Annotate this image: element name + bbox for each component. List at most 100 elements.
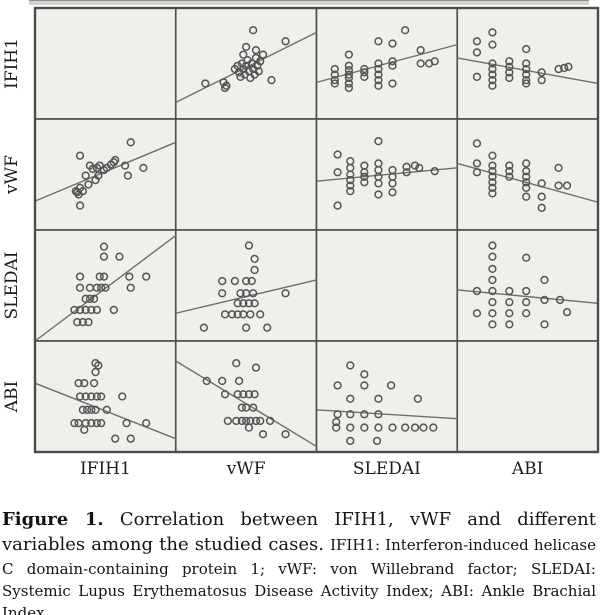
scatter-cell-vWF-vs-ABI xyxy=(457,139,599,212)
data-point xyxy=(416,59,425,68)
data-point xyxy=(126,434,135,443)
data-point xyxy=(92,392,102,401)
data-point xyxy=(344,79,354,88)
data-point xyxy=(227,310,237,319)
data-point xyxy=(537,76,546,85)
data-point xyxy=(281,37,290,46)
scatter-cell-ABI-vs-IFIH1 xyxy=(34,359,177,443)
data-point xyxy=(488,298,497,307)
data-point xyxy=(415,163,424,172)
data-point xyxy=(505,57,514,66)
data-point xyxy=(401,26,410,35)
data-point xyxy=(250,390,259,399)
data-point xyxy=(554,64,563,74)
data-point xyxy=(522,253,531,262)
data-point xyxy=(416,46,425,55)
data-point xyxy=(75,151,85,160)
data-point xyxy=(74,379,83,388)
data-point xyxy=(388,57,397,66)
data-point xyxy=(75,392,85,401)
data-point xyxy=(346,175,355,185)
data-point xyxy=(126,138,135,147)
data-point xyxy=(540,295,549,305)
y-axis-label-IFIH1: IFIH1 xyxy=(2,38,22,89)
data-point xyxy=(430,57,439,66)
data-point xyxy=(472,139,482,148)
data-point xyxy=(330,76,339,85)
data-point xyxy=(241,276,251,286)
data-point xyxy=(360,178,369,187)
data-point xyxy=(360,68,369,77)
data-point xyxy=(237,416,247,426)
data-point xyxy=(488,189,497,198)
data-point xyxy=(118,392,127,401)
data-point xyxy=(267,76,276,85)
data-point xyxy=(472,168,482,177)
data-point xyxy=(95,161,104,170)
data-point xyxy=(505,62,514,71)
data-point xyxy=(537,179,546,188)
data-point xyxy=(81,171,90,180)
data-point xyxy=(374,394,383,403)
data-point xyxy=(360,172,369,181)
data-point xyxy=(218,276,227,286)
data-point xyxy=(84,317,93,327)
data-point xyxy=(220,390,230,399)
data-point xyxy=(333,201,342,210)
data-point xyxy=(488,183,497,192)
data-point xyxy=(472,159,482,168)
data-point xyxy=(126,283,135,292)
data-point xyxy=(522,298,531,307)
data-point xyxy=(333,150,342,159)
data-point xyxy=(80,379,89,388)
data-point xyxy=(281,430,290,439)
data-point xyxy=(91,175,100,185)
data-point xyxy=(488,320,497,329)
scatter-cell-IFIH1-vs-vWF xyxy=(175,26,317,103)
data-point xyxy=(522,159,531,168)
data-point xyxy=(388,188,397,197)
data-point xyxy=(111,434,120,443)
data-point xyxy=(386,381,396,390)
data-point xyxy=(332,423,341,432)
data-point xyxy=(488,64,497,74)
data-point xyxy=(372,436,382,446)
data-point xyxy=(344,73,354,83)
data-point xyxy=(410,161,420,170)
data-point xyxy=(91,405,100,414)
data-point xyxy=(251,46,261,55)
data-point xyxy=(401,423,410,432)
data-point xyxy=(333,410,342,419)
data-point xyxy=(254,67,263,76)
data-point xyxy=(244,423,254,432)
data-point xyxy=(374,64,383,74)
data-point xyxy=(142,418,151,428)
data-point xyxy=(199,323,209,332)
data-point xyxy=(505,286,514,296)
data-point xyxy=(505,161,514,170)
figure-caption-abbreviations: IFIH1: Interferon-induced helicase C dom… xyxy=(2,535,596,615)
data-point xyxy=(346,187,355,196)
data-point xyxy=(241,42,251,51)
data-point xyxy=(78,405,88,414)
data-point xyxy=(388,39,397,48)
matrix-outer-border xyxy=(33,6,600,454)
data-point xyxy=(258,50,268,59)
data-point xyxy=(564,62,573,71)
figure-caption: Figure 1. Correlation between IFIH1, vWF… xyxy=(2,508,596,615)
data-point xyxy=(488,76,497,85)
data-point xyxy=(92,283,102,292)
figure-top-edge-strip xyxy=(29,0,589,5)
data-point xyxy=(202,376,211,386)
data-point xyxy=(488,151,497,160)
data-point xyxy=(488,252,497,261)
data-point xyxy=(562,307,572,317)
data-point xyxy=(75,272,85,281)
data-point xyxy=(472,72,482,81)
data-point xyxy=(522,70,531,79)
data-point xyxy=(71,187,80,196)
x-axis-label-vWF: vWF xyxy=(226,459,266,479)
data-point xyxy=(555,295,565,305)
data-point xyxy=(201,79,210,88)
